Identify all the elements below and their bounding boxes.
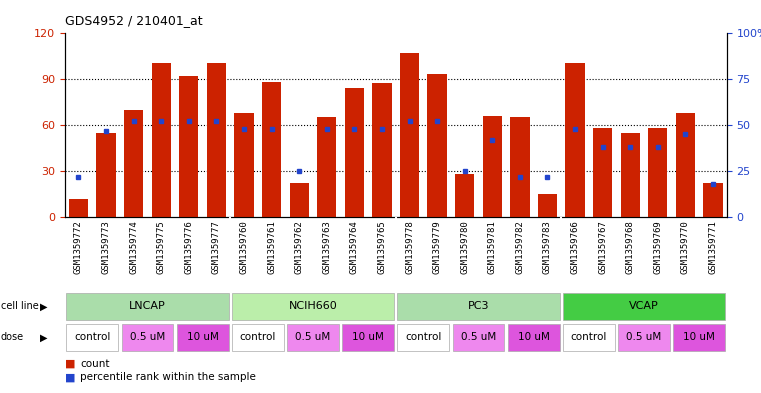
Text: count: count bbox=[80, 358, 110, 369]
Text: GSM1359765: GSM1359765 bbox=[377, 220, 387, 274]
Bar bbox=[563, 324, 615, 351]
Text: 0.5 uM: 0.5 uM bbox=[295, 332, 330, 342]
Text: GSM1359766: GSM1359766 bbox=[571, 220, 580, 274]
Text: 0.5 uM: 0.5 uM bbox=[130, 332, 165, 342]
Bar bbox=[151, 63, 171, 217]
Text: GSM1359768: GSM1359768 bbox=[626, 220, 635, 274]
Bar bbox=[66, 324, 118, 351]
Bar bbox=[400, 53, 419, 217]
Bar bbox=[618, 324, 670, 351]
Text: GSM1359772: GSM1359772 bbox=[74, 220, 83, 274]
Bar bbox=[262, 82, 282, 217]
Text: LNCAP: LNCAP bbox=[129, 301, 166, 311]
Text: control: control bbox=[240, 332, 276, 342]
Text: 0.5 uM: 0.5 uM bbox=[626, 332, 661, 342]
Bar bbox=[703, 184, 723, 217]
Text: GSM1359774: GSM1359774 bbox=[129, 220, 139, 274]
Bar bbox=[97, 133, 116, 217]
Text: GSM1359761: GSM1359761 bbox=[267, 220, 276, 274]
Text: GDS4952 / 210401_at: GDS4952 / 210401_at bbox=[65, 14, 202, 27]
Text: NCIH660: NCIH660 bbox=[288, 301, 337, 311]
Bar bbox=[673, 324, 725, 351]
Text: control: control bbox=[74, 332, 110, 342]
Bar bbox=[287, 324, 339, 351]
Bar bbox=[648, 128, 667, 217]
Text: GSM1359780: GSM1359780 bbox=[460, 220, 470, 274]
Bar bbox=[565, 63, 584, 217]
Text: control: control bbox=[405, 332, 441, 342]
Text: GSM1359763: GSM1359763 bbox=[322, 220, 331, 274]
Text: GSM1359760: GSM1359760 bbox=[240, 220, 249, 274]
Bar bbox=[345, 88, 364, 217]
Text: GSM1359779: GSM1359779 bbox=[432, 220, 441, 274]
Text: GSM1359776: GSM1359776 bbox=[184, 220, 193, 274]
Bar bbox=[563, 293, 725, 320]
Bar bbox=[453, 324, 505, 351]
Text: ■: ■ bbox=[65, 358, 75, 369]
Text: 10 uM: 10 uM bbox=[186, 332, 218, 342]
Text: GSM1359783: GSM1359783 bbox=[543, 220, 552, 274]
Bar bbox=[122, 324, 174, 351]
Bar bbox=[455, 174, 474, 217]
Bar bbox=[620, 133, 640, 217]
Bar bbox=[342, 324, 394, 351]
Text: percentile rank within the sample: percentile rank within the sample bbox=[80, 372, 256, 382]
Bar bbox=[232, 324, 284, 351]
Text: GSM1359762: GSM1359762 bbox=[295, 220, 304, 274]
Text: GSM1359778: GSM1359778 bbox=[405, 220, 414, 274]
Text: 0.5 uM: 0.5 uM bbox=[461, 332, 496, 342]
Bar bbox=[232, 293, 394, 320]
Bar bbox=[317, 117, 336, 217]
Bar bbox=[177, 324, 228, 351]
Bar bbox=[676, 113, 695, 217]
Text: GSM1359771: GSM1359771 bbox=[708, 220, 718, 274]
Bar bbox=[66, 293, 228, 320]
Bar bbox=[593, 128, 613, 217]
Text: PC3: PC3 bbox=[468, 301, 489, 311]
Bar bbox=[397, 324, 449, 351]
Bar bbox=[289, 184, 309, 217]
Text: VCAP: VCAP bbox=[629, 301, 659, 311]
Text: GSM1359764: GSM1359764 bbox=[350, 220, 359, 274]
Bar bbox=[234, 113, 253, 217]
Text: GSM1359767: GSM1359767 bbox=[598, 220, 607, 274]
Text: control: control bbox=[571, 332, 607, 342]
Text: 10 uM: 10 uM bbox=[683, 332, 715, 342]
Bar bbox=[538, 194, 557, 217]
Text: GSM1359781: GSM1359781 bbox=[488, 220, 497, 274]
Text: GSM1359775: GSM1359775 bbox=[157, 220, 166, 274]
Bar bbox=[68, 199, 88, 217]
Bar bbox=[207, 63, 226, 217]
Text: 10 uM: 10 uM bbox=[517, 332, 549, 342]
Bar bbox=[397, 293, 559, 320]
Text: dose: dose bbox=[1, 332, 24, 342]
Text: GSM1359769: GSM1359769 bbox=[653, 220, 662, 274]
Text: GSM1359782: GSM1359782 bbox=[515, 220, 524, 274]
Bar bbox=[508, 324, 559, 351]
Text: ■: ■ bbox=[65, 372, 75, 382]
Text: ▶: ▶ bbox=[40, 301, 47, 311]
Bar bbox=[372, 83, 392, 217]
Text: 10 uM: 10 uM bbox=[352, 332, 384, 342]
Text: GSM1359773: GSM1359773 bbox=[101, 220, 110, 274]
Bar bbox=[179, 76, 199, 217]
Text: cell line: cell line bbox=[1, 301, 39, 311]
Bar bbox=[482, 116, 502, 217]
Bar bbox=[428, 74, 447, 217]
Bar bbox=[124, 110, 143, 217]
Text: ▶: ▶ bbox=[40, 332, 47, 342]
Text: GSM1359777: GSM1359777 bbox=[212, 220, 221, 274]
Text: GSM1359770: GSM1359770 bbox=[681, 220, 690, 274]
Bar bbox=[510, 117, 530, 217]
